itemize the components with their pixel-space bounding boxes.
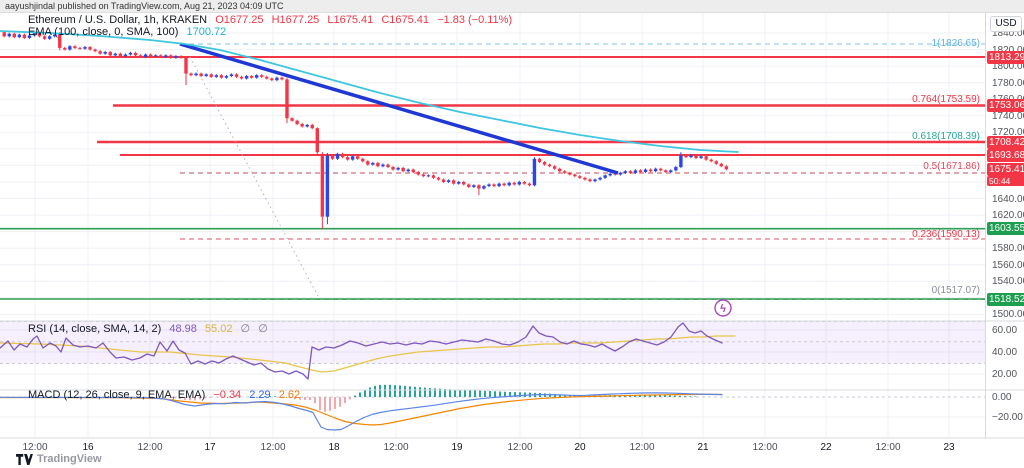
macd-hist-value: −0.34 bbox=[213, 389, 242, 401]
currency-button[interactable]: USD bbox=[990, 16, 1022, 32]
ema-legend[interactable]: EMA (100, close, 0, SMA, 100) 1700.72 bbox=[28, 26, 231, 38]
rsi-legend[interactable]: RSI (14, close, SMA, 14, 2) 48.98 55.02 … bbox=[28, 322, 273, 335]
svg-text:ϟ: ϟ bbox=[720, 303, 726, 315]
ohlc-close: C1675.41 bbox=[381, 14, 430, 26]
ohlc-high: H1677.25 bbox=[271, 14, 320, 26]
ema-line bbox=[0, 30, 739, 153]
grid-layer bbox=[0, 12, 985, 438]
rsi-upper-band-value: ∅ bbox=[240, 323, 251, 335]
ohlc-change: −1.83 (−0.11%) bbox=[437, 14, 513, 26]
rsi-label: RSI (14, close, SMA, 14, 2) bbox=[28, 323, 162, 335]
dotted-guide-line bbox=[189, 56, 319, 297]
tradingview-icon bbox=[16, 453, 33, 465]
rsi-lower-band-value: ∅ bbox=[258, 323, 268, 335]
symbol-title: Ethereum / U.S. Dollar, 1h, KRAKEN bbox=[28, 14, 208, 26]
tradingview-logo[interactable]: TradingView bbox=[16, 453, 102, 465]
idea-marker[interactable]: ϟ bbox=[714, 299, 732, 317]
rsi-plot bbox=[0, 322, 736, 380]
symbol-legend[interactable]: Ethereum / U.S. Dollar, 1h, KRAKEN O1677… bbox=[28, 14, 517, 26]
ohlc-low: L1675.41 bbox=[327, 14, 374, 26]
ohlc-open: O1677.25 bbox=[215, 14, 264, 26]
ema-label: EMA (100, close, 0, SMA, 100) bbox=[28, 26, 179, 38]
publish-bar: aayushjindal published on TradingView.co… bbox=[0, 0, 1024, 13]
macd-value: 2.29 bbox=[249, 389, 271, 401]
publish-text: aayushjindal published on TradingView.co… bbox=[5, 1, 284, 11]
macd-label: MACD (12, 26, close, 9, EMA, EMA) bbox=[28, 389, 206, 401]
rsi-sma-value: 55.02 bbox=[204, 323, 233, 335]
trendline bbox=[179, 42, 619, 175]
tradingview-brand-text: TradingView bbox=[37, 453, 102, 465]
rsi-value: 48.98 bbox=[169, 323, 197, 335]
macd-signal-value: 2.62 bbox=[278, 389, 301, 401]
macd-legend[interactable]: MACD (12, 26, close, 9, EMA, EMA) −0.34 … bbox=[28, 389, 305, 401]
ema-value: 1700.72 bbox=[186, 26, 227, 38]
candlestick-plot bbox=[2, 31, 729, 230]
macd-plot bbox=[0, 384, 723, 431]
